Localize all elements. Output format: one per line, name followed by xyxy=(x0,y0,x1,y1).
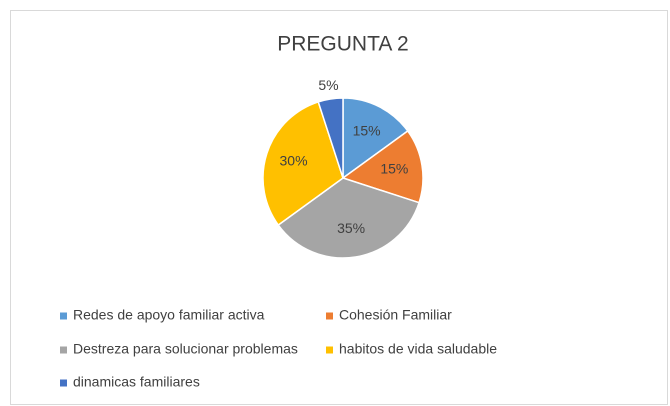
legend-swatch xyxy=(60,346,67,354)
pie-slice xyxy=(342,97,409,180)
data-label: 35% xyxy=(337,220,365,236)
pie-slice xyxy=(262,100,344,227)
data-label: 15% xyxy=(353,122,381,138)
data-label: 5% xyxy=(318,77,338,93)
pie-slice xyxy=(341,129,424,204)
chart-title: PREGUNTA 2 xyxy=(277,33,408,56)
data-label: 15% xyxy=(380,161,408,177)
legend-label: Redes de apoyo familiar activa xyxy=(73,307,265,323)
data-label: 30% xyxy=(280,153,308,169)
legend-label: habitos de vida saludable xyxy=(339,341,497,357)
pie-slice xyxy=(277,177,421,259)
legend-swatch xyxy=(326,346,333,354)
legend-label: Destreza para solucionar problemas xyxy=(73,341,298,357)
legend-swatch xyxy=(326,312,333,320)
legend-label: Cohesión Familiar xyxy=(339,307,452,323)
legend-swatch xyxy=(60,379,67,387)
legend-label: dinamicas familiares xyxy=(73,374,200,390)
legend-swatch xyxy=(60,312,67,320)
pie-slice xyxy=(317,97,344,179)
